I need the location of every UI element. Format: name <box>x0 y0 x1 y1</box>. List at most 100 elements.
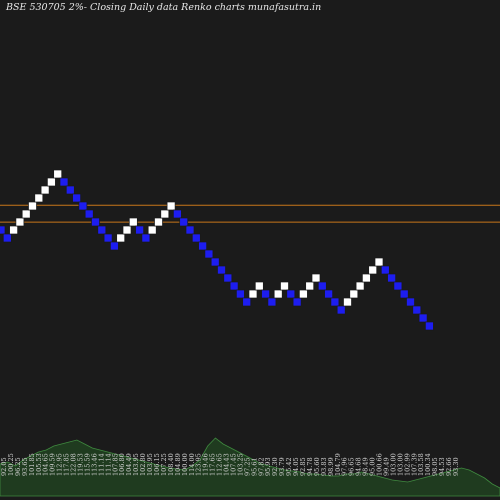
renko-brick-down <box>141 233 151 243</box>
volume-label: 95.42 <box>285 457 293 476</box>
renko-brick-up <box>368 265 378 275</box>
volume-label: 93.79 <box>278 457 286 476</box>
renko-brick-up <box>299 289 308 299</box>
volume-label: 123.95 <box>195 453 203 476</box>
renko-brick-up <box>254 281 264 291</box>
volume-label: 109.59 <box>49 453 57 476</box>
reference-lines <box>0 204 500 223</box>
volume-label: 100.34 <box>424 453 432 476</box>
volume-label: 113.46 <box>90 453 98 476</box>
renko-brick-down <box>204 249 214 259</box>
renko-brick-down <box>336 305 346 315</box>
renko-brick-up <box>128 217 138 227</box>
volume-label: 114.00 <box>188 453 196 476</box>
volume-label: 100.66 <box>376 453 384 476</box>
renko-brick-down <box>97 225 107 235</box>
volume-label: 96.65 <box>348 457 356 476</box>
renko-brick-up <box>349 289 359 299</box>
renko-brick-down <box>223 273 233 283</box>
renko-brick-down <box>267 297 277 307</box>
volume-label: 107.25 <box>160 453 168 476</box>
renko-brick-up <box>362 273 371 283</box>
renko-brick-up <box>122 225 132 235</box>
renko-brick-down <box>91 217 100 227</box>
renko-brick-down <box>198 241 207 251</box>
renko-brick-up <box>154 217 163 227</box>
volume-label: 95.61 <box>250 457 258 476</box>
volume-label: 99.49 <box>382 457 390 476</box>
volume-label: 92.05 <box>0 457 8 476</box>
volume-label: 104.79 <box>334 453 342 476</box>
renko-brick-down <box>242 297 252 307</box>
volume-label: 103.00 <box>396 453 404 476</box>
volume-label: 112.95 <box>56 453 64 476</box>
volume-label: 103.95 <box>132 453 140 476</box>
volume-label: 96.25 <box>14 457 22 476</box>
renko-brick-up <box>355 281 365 291</box>
volume-label: 108.40 <box>167 453 175 476</box>
renko-brick-down <box>185 225 195 235</box>
renko-brick-up <box>116 233 126 243</box>
renko-brick-down <box>65 185 75 195</box>
renko-brick-up <box>305 281 315 291</box>
volume-label: 94.68 <box>355 457 363 476</box>
volume-label: 106.80 <box>118 453 126 476</box>
volume-label: 97.82 <box>257 457 265 476</box>
renko-bricks <box>0 169 434 331</box>
volume-label: 94.78 <box>306 457 314 476</box>
renko-brick-down <box>317 281 327 291</box>
volume-label: 115.59 <box>83 453 91 476</box>
volume-label: 100.25 <box>7 453 15 476</box>
renko-brick-down <box>2 233 12 243</box>
renko-brick-down <box>387 273 396 283</box>
renko-brick-down <box>110 241 119 251</box>
volume-label: 95.93 <box>264 457 272 476</box>
volume-label: 122.08 <box>70 453 78 476</box>
renko-brick-down <box>0 225 6 235</box>
volume-label: 104.89 <box>174 453 182 476</box>
renko-brick-down <box>425 321 434 331</box>
renko-brick-up <box>47 177 56 187</box>
volume-label: 94.53 <box>438 457 446 476</box>
renko-brick-up <box>21 209 31 219</box>
renko-brick-down <box>393 281 403 291</box>
renko-brick-down <box>84 209 94 219</box>
renko-brick-up <box>166 201 176 211</box>
volume-labels: 92.05100.2596.2593.65101.85105.53104.651… <box>0 453 460 476</box>
renko-brick-down <box>135 225 144 235</box>
renko-brick-up <box>311 273 321 283</box>
volume-label: 103.95 <box>146 453 154 476</box>
volume-label: 117.85 <box>63 453 71 476</box>
renko-brick-up <box>160 209 170 219</box>
renko-brick-up <box>374 257 384 267</box>
volume-label: 92.30 <box>271 457 279 476</box>
volume-label: 111.14 <box>104 453 112 476</box>
renko-brick-down <box>217 265 226 275</box>
renko-brick-down <box>210 257 220 267</box>
renko-brick-down <box>412 305 422 315</box>
renko-brick-up <box>40 185 50 195</box>
volume-label: 119.53 <box>76 453 84 476</box>
renko-brick-up <box>273 289 283 299</box>
volume-label: 119.46 <box>202 453 210 476</box>
renko-brick-down <box>406 297 415 307</box>
volume-label: 93.30 <box>452 457 460 476</box>
volume-label: 104.43 <box>223 453 231 476</box>
volume-label: 107.85 <box>111 453 119 476</box>
volume-label: 105.53 <box>35 453 43 476</box>
volume-label: 102.80 <box>139 453 147 476</box>
volume-label: 98.05 <box>431 457 439 476</box>
renko-brick-up <box>280 281 289 291</box>
volume-label: 97.96 <box>341 457 349 476</box>
volume-area-shape <box>0 437 500 497</box>
volume-label: 93.83 <box>320 457 328 476</box>
volume-label: 107.45 <box>229 453 237 476</box>
renko-brick-down <box>191 233 201 243</box>
renko-brick-down <box>418 313 428 323</box>
volume-label: 104.65 <box>42 453 50 476</box>
renko-brick-down <box>324 289 333 299</box>
volume-label: 98.49 <box>362 457 370 476</box>
volume-label: 97.25 <box>243 457 251 476</box>
volume-label: 98.99 <box>327 457 335 476</box>
